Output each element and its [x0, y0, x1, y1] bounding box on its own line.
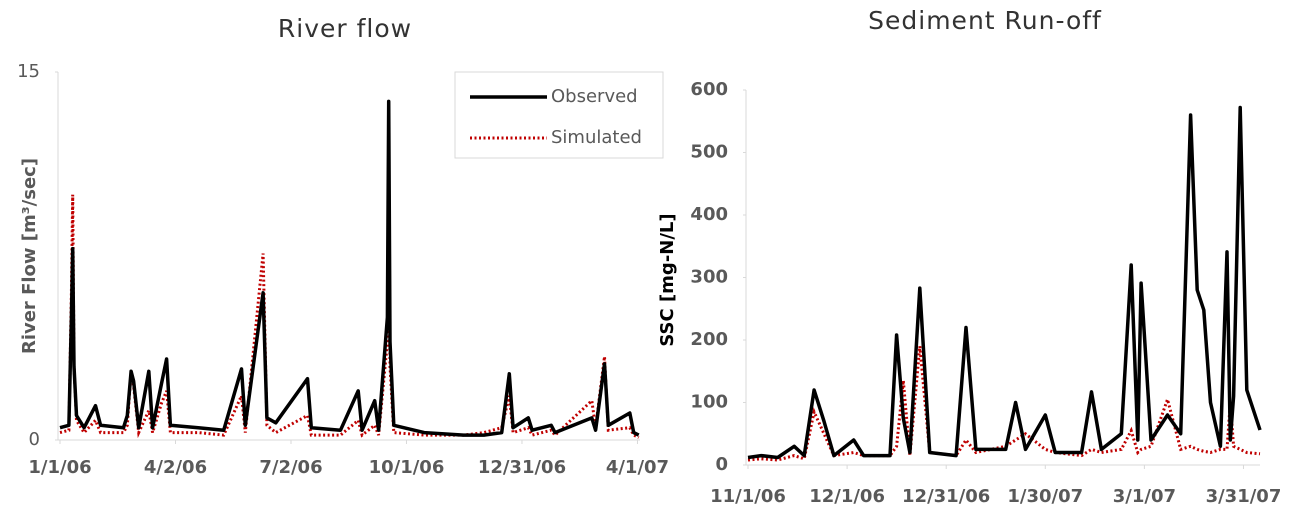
- chart-title: River flow: [278, 14, 412, 43]
- x-tick-label: 1/1/06: [28, 457, 91, 478]
- x-tick-label: 12/1/06: [809, 486, 885, 507]
- x-tick-label: 12/31/06: [478, 457, 566, 478]
- y-tick-label: 0: [29, 429, 40, 450]
- x-tick-label: 7/2/06: [259, 457, 322, 478]
- series-line: [747, 105, 1262, 460]
- x-tick-label: 11/1/06: [710, 486, 786, 507]
- y-tick-label: 600: [690, 79, 728, 100]
- series-line: [59, 99, 640, 437]
- x-tick-label: 4/2/06: [144, 457, 207, 478]
- x-tick-label: 3/31/07: [1206, 486, 1282, 507]
- x-tick-label: 10/1/06: [369, 457, 445, 478]
- y-tick-label: 100: [690, 392, 728, 413]
- y-tick-label: 0: [715, 454, 728, 475]
- x-tick-label: 4/1/07: [606, 457, 669, 478]
- legend-label: Simulated: [551, 127, 642, 148]
- y-tick-label: 400: [690, 204, 728, 225]
- y-tick-label: 500: [690, 142, 728, 163]
- y-tick-label: 300: [690, 267, 728, 288]
- legend-label: Observed: [551, 86, 638, 107]
- y-axis-label: River Flow [m³/sec]: [19, 158, 40, 354]
- y-axis-label: SSC [mg-N/L]: [657, 213, 678, 346]
- chart-title: Sediment Run-off: [868, 6, 1102, 35]
- y-tick-label: 15: [17, 61, 40, 82]
- x-tick-label: 3/1/07: [1113, 486, 1176, 507]
- y-tick-label: 200: [690, 329, 728, 350]
- x-tick-label: 12/31/06: [902, 486, 990, 507]
- x-tick-label: 1/30/07: [1007, 486, 1083, 507]
- legend-box: [454, 71, 664, 159]
